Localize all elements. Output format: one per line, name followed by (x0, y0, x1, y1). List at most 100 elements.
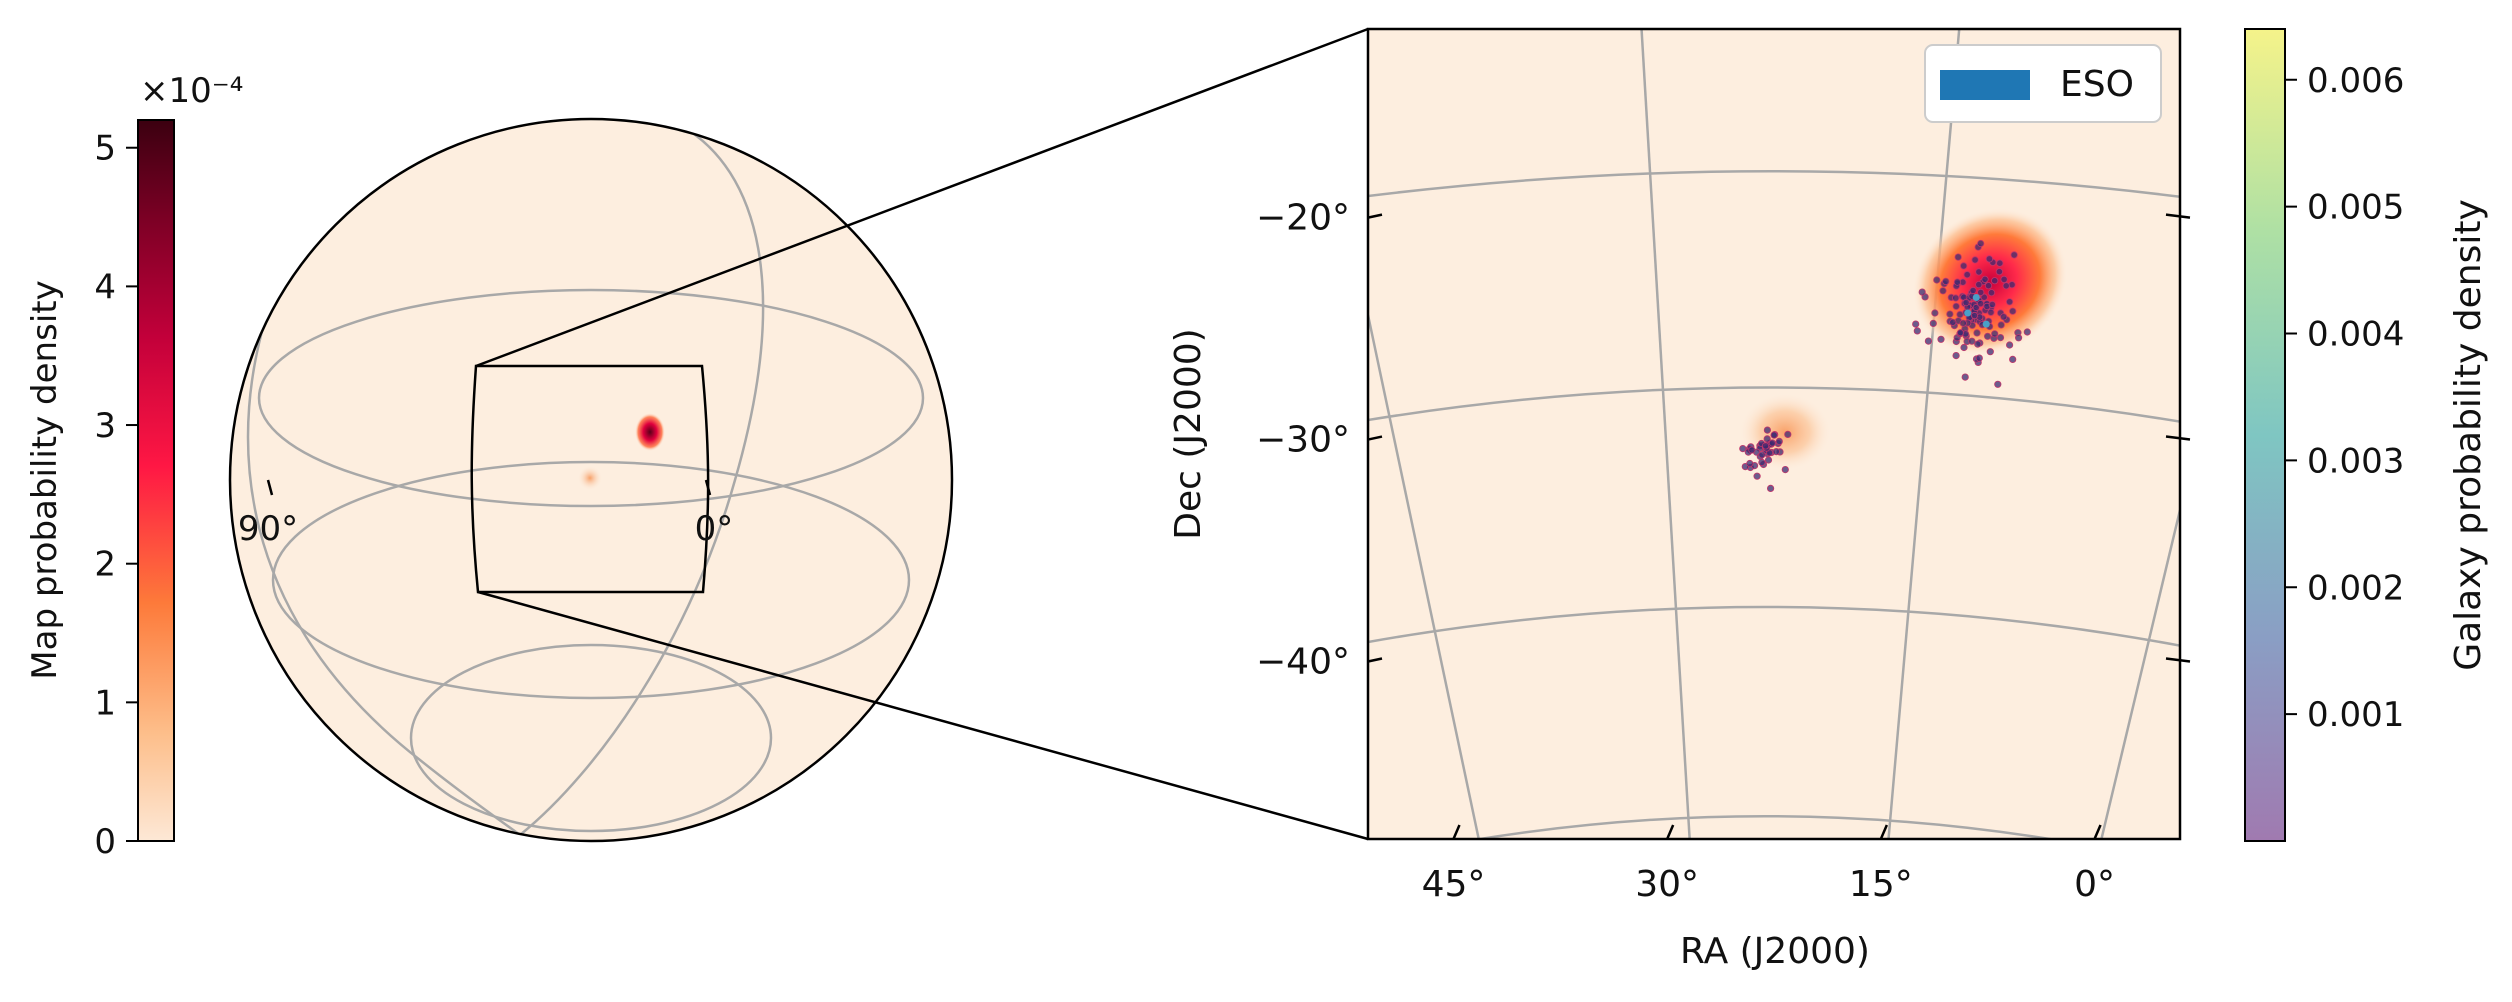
galaxy-point (1937, 335, 1945, 343)
galaxy-point (1991, 330, 1999, 338)
galaxy-point (1995, 268, 2004, 276)
galaxy-point (2002, 282, 2010, 290)
globe-outline (228, 117, 954, 843)
dec-tick (1367, 657, 1383, 663)
galaxy-point (1969, 286, 1977, 295)
globe-probability-hotspot (635, 413, 665, 451)
globe-tick (704, 479, 712, 496)
galaxy-point (1758, 458, 1766, 466)
galaxy-point (1764, 456, 1773, 464)
ra-grid-line (1887, 29, 1961, 839)
galaxy-point (1959, 319, 1967, 327)
galaxy-point (1987, 289, 1996, 297)
ra-tick (1879, 824, 1888, 840)
dec-tick-label: −20° (1256, 198, 1350, 239)
galaxy-colorbar-tick-label: 0.004 (2307, 315, 2404, 355)
zoom-graticule (1368, 29, 2180, 839)
zoom-box (470, 364, 710, 594)
galaxy-point (1758, 451, 1766, 459)
dec-tick (1367, 213, 1383, 219)
globe-tick (266, 479, 274, 496)
galaxy-point (1767, 484, 1775, 492)
galaxy-point (1775, 437, 1783, 445)
legend-label-eso: ESO (2060, 64, 2134, 105)
ra-ticks: 45° 30° 15° 0° (1422, 824, 2115, 905)
galaxy-point (2009, 355, 2017, 363)
galaxy-point (1784, 430, 1792, 438)
galaxy-point (2015, 334, 2023, 342)
galaxy-point (1952, 302, 1960, 310)
map-colorbar-gradient (137, 119, 175, 842)
galaxy-colorbar-tick-label: 0.003 (2307, 441, 2404, 481)
map-colorbar-exponent: ×10⁻⁴ (140, 71, 243, 111)
galaxy-colorbar-ticks: 0.001 0.002 0.003 0.004 0.005 0.006 (2285, 61, 2404, 735)
ra-tick-label: 45° (1422, 864, 1486, 905)
legend-box (1924, 44, 2162, 123)
galaxy-point (1746, 459, 1754, 468)
galaxy-point (1929, 319, 1937, 327)
dec-tick (2165, 657, 2191, 663)
globe-ra-label-0: 0° (695, 509, 734, 549)
galaxy-point (1977, 239, 1985, 248)
galaxy-point (2000, 275, 2008, 283)
galaxy-colorbar: 0.001 0.002 0.003 0.004 0.005 0.006 Galaxy pr… (2244, 28, 2489, 842)
galaxy-point (1996, 259, 2004, 267)
zoom-connector-top (475, 27, 1369, 368)
galaxy-point (1980, 293, 1988, 301)
galaxy-point (1977, 288, 1985, 296)
galaxy-point (1984, 282, 1993, 290)
probability-region-secondary (1740, 394, 1830, 470)
galaxy-point-high (1972, 294, 1980, 302)
legend: ESO (1924, 44, 2162, 123)
globe-parallel (409, 643, 773, 833)
galaxy-point (1970, 311, 1979, 320)
galaxy-point (1963, 271, 1971, 279)
globe-parallel (271, 460, 911, 700)
galaxy-point (1933, 276, 1941, 284)
dec-tick-label: −30° (1256, 420, 1350, 461)
galaxy-point (1975, 268, 1983, 276)
map-colorbar-tick-label: 1 (94, 683, 116, 723)
galaxy-point (1953, 278, 1962, 286)
galaxy-point (1781, 465, 1789, 474)
galaxy-point (1986, 348, 1994, 356)
galaxy-point (1991, 277, 1999, 285)
galaxy-point (1952, 351, 1960, 360)
galaxy-point (2000, 313, 2008, 321)
dec-tick (2165, 435, 2191, 441)
galaxy-colorbar-tick-label: 0.002 (2307, 568, 2404, 608)
galaxy-point (1956, 310, 1964, 319)
globe-ra-label-90: 90° (238, 509, 298, 549)
galaxy-point (2023, 328, 2031, 336)
galaxy-point (1975, 354, 1983, 362)
legend-swatch-eso (1940, 70, 2030, 100)
dec-grid-line (1368, 386, 2180, 423)
galaxy-point (1768, 439, 1777, 447)
map-colorbar-tick-label: 3 (94, 406, 116, 446)
galaxy-points (1739, 239, 2031, 492)
galaxy-point (1971, 256, 1979, 264)
map-colorbar-tick-label: 5 (94, 129, 116, 169)
galaxy-point (1975, 280, 1983, 289)
ra-tick-label: 30° (1635, 864, 1699, 905)
galaxy-point (1962, 298, 1970, 307)
map-colorbar: 0 1 2 3 4 5 ×10⁻⁴ Map probability density (25, 71, 243, 862)
globe-meridian (519, 123, 765, 836)
dec-tick (1367, 435, 1383, 441)
galaxy-point (1988, 300, 1996, 309)
dec-tick (2165, 213, 2191, 219)
map-colorbar-tick-label: 0 (94, 822, 116, 862)
galaxy-point (1960, 262, 1968, 270)
galaxy-point (1961, 373, 1969, 381)
ra-grid-line (2100, 509, 2180, 839)
galaxy-colorbar-tick-label: 0.005 (2307, 188, 2404, 228)
galaxy-point (1994, 380, 2002, 388)
ra-tick-label: 0° (2074, 864, 2115, 905)
galaxy-point (1763, 435, 1771, 443)
galaxy-point (1748, 446, 1756, 454)
dec-ticks: −20° −30° −40° (1256, 198, 2191, 682)
ra-tick-label: 15° (1849, 864, 1913, 905)
galaxy-colorbar-label: Galaxy probability density (2448, 199, 2489, 671)
galaxy-point (1954, 253, 1962, 261)
galaxy-point (1913, 327, 1921, 335)
